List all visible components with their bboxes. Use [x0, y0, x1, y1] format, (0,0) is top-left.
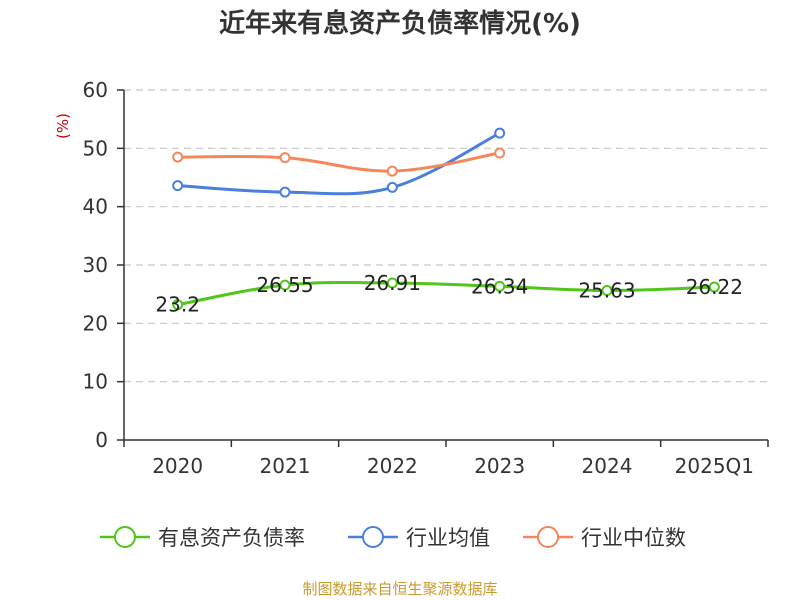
y-axis-unit: (%): [54, 113, 72, 139]
legend-item: 行业均值: [348, 526, 490, 550]
grid-lines: [124, 89, 768, 383]
data-labels: 23.2 26.55 26.91 26.34 25.63 26.22: [155, 271, 743, 317]
data-label: 26.34: [471, 274, 528, 298]
series-group: [172, 277, 720, 311]
x-tick-label: 2023: [474, 454, 525, 478]
data-label: 26.22: [686, 275, 743, 299]
data-point: [279, 152, 291, 164]
y-tick-label: 20: [83, 311, 108, 335]
data-point: [601, 284, 613, 296]
data-point: [172, 299, 184, 311]
data-label: 26.55: [256, 273, 313, 297]
legend-item: 有息资产负债率: [100, 526, 305, 550]
y-tick-label: 30: [83, 253, 108, 277]
data-point: [494, 280, 506, 292]
data-point: [279, 279, 291, 291]
legend-label: 行业均值: [406, 526, 490, 550]
data-label: 25.63: [578, 278, 635, 302]
data-point: [494, 127, 506, 139]
series-group: [172, 127, 506, 198]
data-source-note: 制图数据来自恒生聚源数据库: [302, 580, 497, 598]
data-point: [172, 180, 184, 192]
data-point: [708, 281, 720, 293]
legend: 有息资产负债率 行业均值 行业中位数: [100, 526, 686, 550]
legend-marker-icon: [114, 526, 136, 548]
series-group: [172, 147, 506, 177]
data-label: 26.91: [364, 271, 421, 295]
series-line: [177, 281, 715, 307]
x-tick-label: 2022: [367, 454, 418, 478]
x-tick-label: 2024: [582, 454, 633, 478]
series-line: [177, 131, 501, 196]
axes: 0 10 20 30 40 50 60 2020 2021 2022 2023 2024 2025Q1: [83, 78, 769, 478]
x-tick-label: 2021: [260, 454, 311, 478]
y-tick-label: 40: [83, 195, 108, 219]
x-tick-label: 2025Q1: [675, 454, 754, 478]
legend-label: 有息资产负债率: [158, 526, 305, 550]
y-tick-label: 60: [83, 78, 108, 102]
series: [172, 127, 720, 311]
data-point: [494, 147, 506, 159]
legend-label: 行业中位数: [581, 526, 686, 550]
data-point: [279, 186, 291, 198]
y-tick-label: 0: [95, 428, 108, 452]
y-tick-label: 10: [83, 370, 108, 394]
legend-item: 行业中位数: [523, 526, 686, 550]
data-point: [386, 181, 398, 193]
data-point: [386, 277, 398, 289]
series-line: [177, 151, 500, 173]
chart-title: 近年来有息资产负债率情况(%): [219, 8, 581, 39]
data-point: [386, 165, 398, 177]
data-point: [172, 151, 184, 163]
legend-marker-icon: [537, 526, 559, 548]
x-tick-label: 2020: [152, 454, 203, 478]
legend-marker-icon: [362, 526, 384, 548]
data-label: 23.2: [155, 293, 200, 317]
y-tick-label: 50: [83, 136, 108, 160]
